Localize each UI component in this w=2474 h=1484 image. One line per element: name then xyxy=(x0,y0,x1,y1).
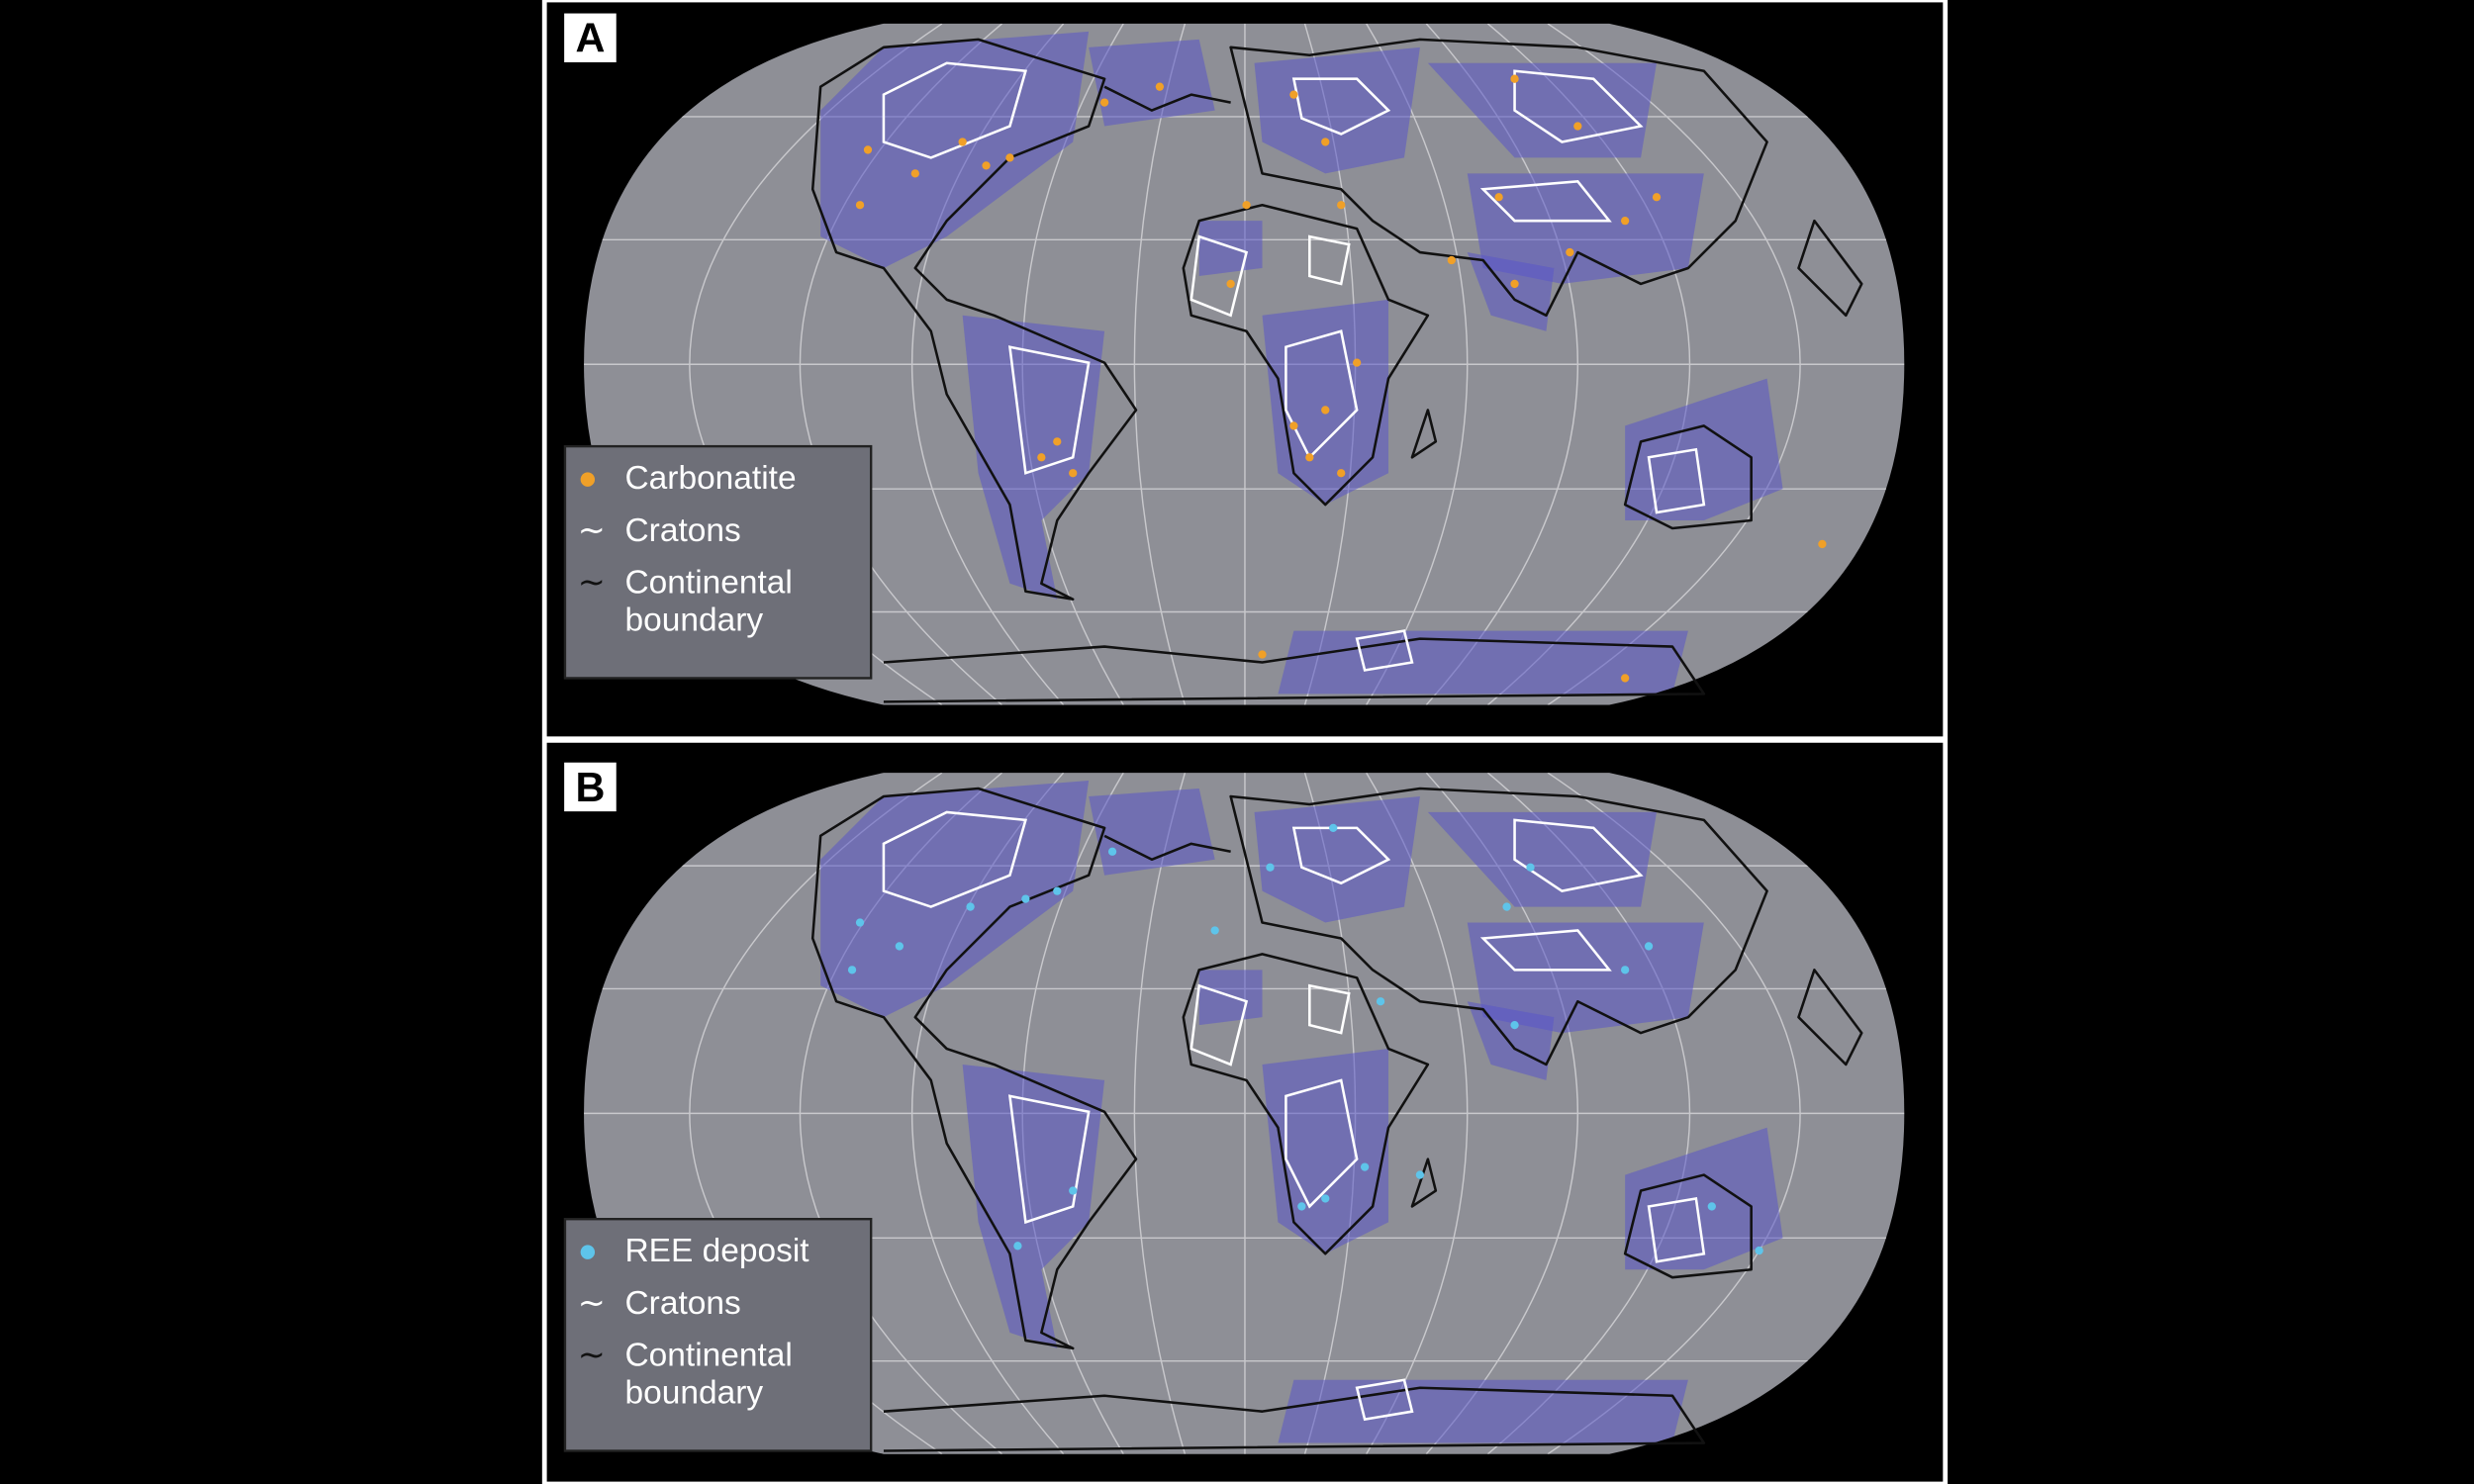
legend: ● REE deposit ∼ Cratons ∼ Continental bound… xyxy=(578,1234,870,1414)
ree-points xyxy=(847,823,1763,1255)
legend-line-white: ∼ xyxy=(577,512,606,549)
legend-boundary: Continental boundary xyxy=(624,564,793,639)
legend-row: ● Carbonatite xyxy=(578,460,870,498)
panel-label: A xyxy=(575,15,605,61)
legend-cratons: Cratons xyxy=(624,512,741,549)
legend-content: ● REE deposit ∼ Cratons ∼ Continental bound… xyxy=(578,1234,870,1414)
legend-row: ∼ Continental boundary xyxy=(578,565,870,641)
carbonatite-points xyxy=(855,74,1827,683)
legend-box xyxy=(563,444,873,680)
legend-content: ● Carbonatite ∼ Cratons ∼ Continental bound… xyxy=(578,460,870,640)
legend-dot: ● xyxy=(577,460,598,498)
panel-label: B xyxy=(575,764,605,810)
legend-row: ∼ Cratons xyxy=(578,512,870,550)
legend-cratons: Cratons xyxy=(624,1285,741,1322)
legend-row: ● REE deposit xyxy=(578,1234,870,1271)
legend-points: REE deposit xyxy=(624,1233,809,1270)
panel-b: B ● REE deposit ∼ Cratons ∼ Continental bou… xyxy=(562,761,1925,1462)
legend: ● Carbonatite ∼ Cratons ∼ Continental bound… xyxy=(578,460,870,640)
legend-dot: ● xyxy=(577,1233,598,1270)
legend-row: ∼ Continental boundary xyxy=(578,1338,870,1414)
panel-a: A ● Carbonatite ∼ Cratons ∼ Continental bou… xyxy=(562,11,1925,713)
panel-label-box xyxy=(562,11,618,64)
panel-label-box xyxy=(562,761,618,813)
legend-line-white: ∼ xyxy=(577,1285,606,1322)
legend-row: ∼ Cratons xyxy=(578,1285,870,1323)
legend-points: Carbonatite xyxy=(624,460,797,498)
legend-boundary: Continental boundary xyxy=(624,1337,793,1412)
legend-line-black: ∼ xyxy=(577,1337,606,1374)
legend-box xyxy=(563,1218,873,1452)
legend-line-black: ∼ xyxy=(577,564,606,602)
